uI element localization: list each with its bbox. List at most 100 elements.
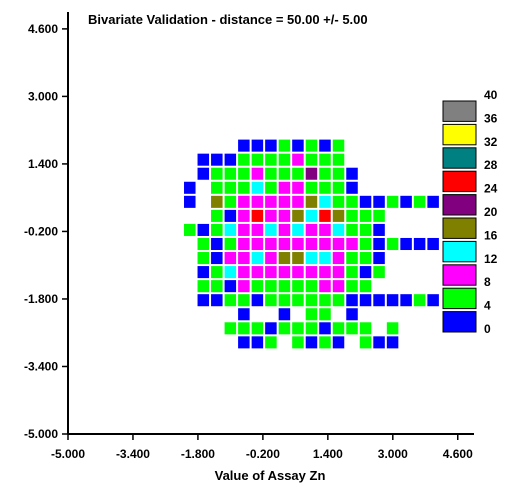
heatmap-cell xyxy=(319,336,331,349)
heatmap-cell xyxy=(346,209,358,222)
heatmap-cell xyxy=(265,209,277,222)
heatmap-cell xyxy=(319,153,331,166)
heatmap-cell xyxy=(238,223,250,236)
heatmap-cell xyxy=(292,209,304,222)
heatmap-cell xyxy=(319,237,331,251)
heatmap-cell xyxy=(238,294,250,307)
y-tick-label: -0.200 xyxy=(24,224,58,238)
heatmap-cell xyxy=(359,294,372,307)
heatmap-cell xyxy=(184,223,196,236)
heatmap-cell xyxy=(332,266,345,279)
heatmap-cell xyxy=(292,252,304,265)
heatmap-cell xyxy=(265,223,277,236)
heatmap-cell xyxy=(278,280,291,293)
legend-label: 16 xyxy=(484,228,498,242)
legend-swatch xyxy=(442,170,477,193)
heatmap-cell xyxy=(346,252,358,265)
heatmap-cell xyxy=(197,153,210,166)
heatmap-cell xyxy=(359,252,372,265)
heatmap-cell xyxy=(373,252,385,265)
heatmap-cell xyxy=(278,237,291,251)
chart-title: Bivariate Validation - distance = 50.00 … xyxy=(88,12,368,27)
heatmap-cell xyxy=(359,322,372,335)
heatmap-cell xyxy=(224,167,237,180)
heatmap-cell xyxy=(319,252,331,265)
heatmap-cell xyxy=(278,266,291,279)
heatmap-cell xyxy=(346,294,358,307)
heatmap-cell xyxy=(278,223,291,236)
legend-label: 20 xyxy=(484,205,498,219)
heatmap-cell xyxy=(265,153,277,166)
heatmap-cell xyxy=(251,153,264,166)
heatmap-cell xyxy=(332,322,345,335)
heatmap-cell xyxy=(319,322,331,335)
legend-swatch xyxy=(442,100,477,122)
x-tick-label: -3.400 xyxy=(116,447,150,461)
heatmap-cell xyxy=(332,336,345,349)
heatmap-cell xyxy=(292,167,304,180)
heatmap-cell xyxy=(238,252,250,265)
heatmap-cell xyxy=(346,322,358,335)
heatmap-cell xyxy=(413,237,426,251)
heatmap-cell xyxy=(305,181,318,194)
heatmap-cell xyxy=(211,223,223,236)
heatmap-cell xyxy=(251,181,264,194)
heatmap-cell xyxy=(211,252,223,265)
heatmap-cell xyxy=(251,223,264,236)
y-tick-label: 4.600 xyxy=(28,22,58,36)
heatmap-cell xyxy=(265,280,277,293)
heatmap-cell xyxy=(346,181,358,194)
heatmap-cell xyxy=(305,153,318,166)
heatmap-cell xyxy=(305,322,318,335)
heatmap-cell xyxy=(346,280,358,293)
heatmap-cell xyxy=(427,294,439,307)
heatmap-cell xyxy=(386,294,399,307)
heatmap-cell xyxy=(305,223,318,236)
x-tick-label: -5.000 xyxy=(51,447,85,461)
heatmap-cell xyxy=(305,167,318,180)
heatmap-cell xyxy=(211,167,223,180)
x-tick-label: 1.400 xyxy=(313,447,343,461)
heatmap-cell xyxy=(265,139,277,152)
heatmap-cell xyxy=(319,167,331,180)
heatmap-cell xyxy=(305,139,318,152)
heatmap-cell xyxy=(305,209,318,222)
heatmap-cell xyxy=(197,294,210,307)
heatmap-cell xyxy=(278,195,291,208)
heatmap-cell xyxy=(211,294,223,307)
heatmap-cell xyxy=(292,223,304,236)
heatmap-cell xyxy=(238,153,250,166)
heatmap-cell xyxy=(224,294,237,307)
legend-swatch xyxy=(442,194,477,216)
heatmap-cell xyxy=(373,237,385,251)
heatmap-cell xyxy=(224,195,237,208)
legend-swatch xyxy=(442,123,477,146)
heatmap-cell xyxy=(319,195,331,208)
legend-label: 0 xyxy=(484,322,491,336)
heatmap-cell xyxy=(265,336,277,349)
heatmap-cell xyxy=(427,237,439,251)
heatmap-cell xyxy=(292,153,304,166)
heatmap-cell xyxy=(251,167,264,180)
heatmap-cell xyxy=(386,237,399,251)
heatmap-cell xyxy=(251,322,264,335)
x-tick-label: 4.600 xyxy=(443,447,473,461)
legend-label: 12 xyxy=(484,252,498,266)
legend-swatch xyxy=(442,147,477,169)
heatmap-cell xyxy=(251,294,264,307)
heatmap-cell xyxy=(251,209,264,222)
heatmap-cell xyxy=(184,181,196,194)
heatmap-cell xyxy=(319,139,331,152)
heatmap-cell xyxy=(211,195,223,208)
heatmap-cell xyxy=(346,308,358,321)
heatmap-cell xyxy=(265,294,277,307)
heatmap-cell xyxy=(332,252,345,265)
heatmap-cell xyxy=(292,139,304,152)
heatmap-cell xyxy=(332,223,345,236)
heatmap-cell xyxy=(359,223,372,236)
heatmap-cell xyxy=(238,139,250,152)
heatmap-cell xyxy=(319,294,331,307)
heatmap-cell xyxy=(386,322,399,335)
heatmap-cell xyxy=(224,209,237,222)
heatmap-cell xyxy=(373,195,385,208)
